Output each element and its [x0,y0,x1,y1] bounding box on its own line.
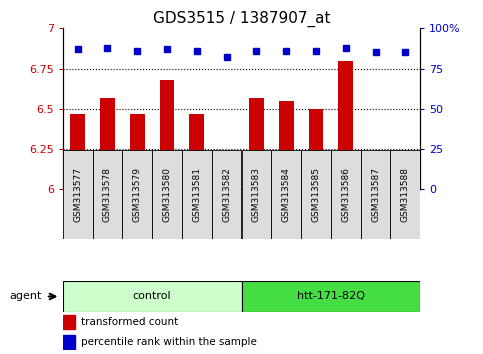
Bar [152,150,182,239]
Text: GSM313585: GSM313585 [312,167,320,222]
Bar [271,150,301,239]
Bar [390,150,420,239]
Text: GSM313580: GSM313580 [163,167,171,222]
Text: GSM313584: GSM313584 [282,167,291,222]
Text: GSM313583: GSM313583 [252,167,261,222]
Bar [63,315,75,329]
Bar [93,150,122,239]
Bar [63,150,93,239]
Bar [368,160,383,189]
Bar [182,150,212,239]
Bar [219,164,234,189]
Bar [279,101,294,189]
Bar [130,114,145,189]
Bar [212,150,242,239]
Text: GSM313587: GSM313587 [371,167,380,222]
Bar [242,150,271,239]
Bar [122,150,152,239]
Bar [249,98,264,189]
Bar [63,335,75,348]
Bar [309,109,324,189]
Bar [63,281,242,312]
Bar [189,114,204,189]
Text: control: control [133,291,171,302]
Text: transformed count: transformed count [81,318,178,327]
Bar [301,150,331,239]
Text: GSM313577: GSM313577 [73,167,82,222]
Bar [338,61,353,189]
Text: GSM313579: GSM313579 [133,167,142,222]
Bar [159,80,174,189]
Text: htt-171-82Q: htt-171-82Q [297,291,365,302]
Text: GSM313578: GSM313578 [103,167,112,222]
Text: GSM313582: GSM313582 [222,167,231,222]
Text: agent: agent [10,291,42,302]
Title: GDS3515 / 1387907_at: GDS3515 / 1387907_at [153,11,330,27]
Text: percentile rank within the sample: percentile rank within the sample [81,337,256,347]
Bar [398,164,413,189]
Bar [100,98,115,189]
Bar [361,150,390,239]
Bar [242,281,420,312]
Bar [70,114,85,189]
Text: GSM313588: GSM313588 [401,167,410,222]
Text: GSM313586: GSM313586 [341,167,350,222]
Text: GSM313581: GSM313581 [192,167,201,222]
Bar [331,150,361,239]
